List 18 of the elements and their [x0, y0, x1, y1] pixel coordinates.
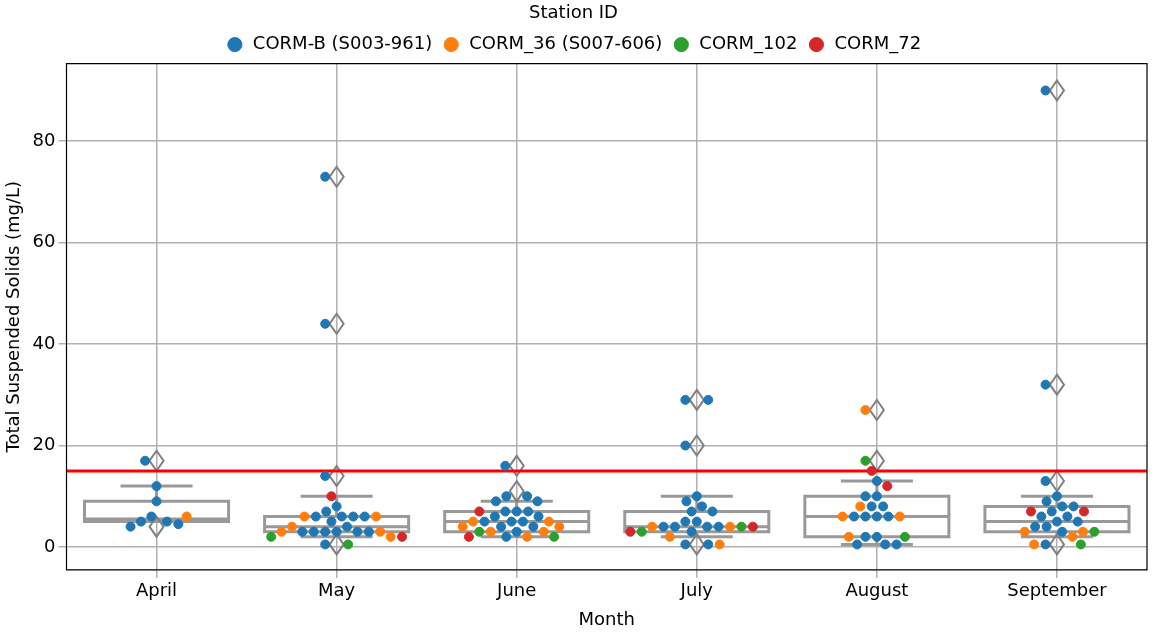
legend-label: CORM_72: [834, 32, 922, 55]
legend-label: CORM_36 (S007-606): [469, 32, 663, 55]
y-tick-label: 0: [44, 534, 56, 556]
x-tick-label: August: [845, 579, 909, 601]
x-tick-label: September: [1007, 579, 1108, 601]
x-tick-label: May: [318, 579, 356, 601]
x-tick-label: June: [496, 579, 537, 601]
legend-title: Station ID: [529, 0, 618, 22]
x-tick-label: July: [679, 579, 714, 601]
legend-label: CORM-B (S003-961): [252, 32, 433, 54]
y-tick-label: 40: [32, 331, 56, 353]
y-axis-title: Total Suspended Solids (mg/L): [2, 180, 24, 454]
x-tick-label: April: [135, 579, 178, 601]
y-tick-label: 60: [32, 230, 56, 252]
x-axis-title: Month: [578, 607, 635, 629]
y-tick-label: 20: [32, 433, 56, 455]
y-tick-label: 80: [32, 128, 56, 150]
legend-label: CORM_102: [699, 32, 798, 55]
